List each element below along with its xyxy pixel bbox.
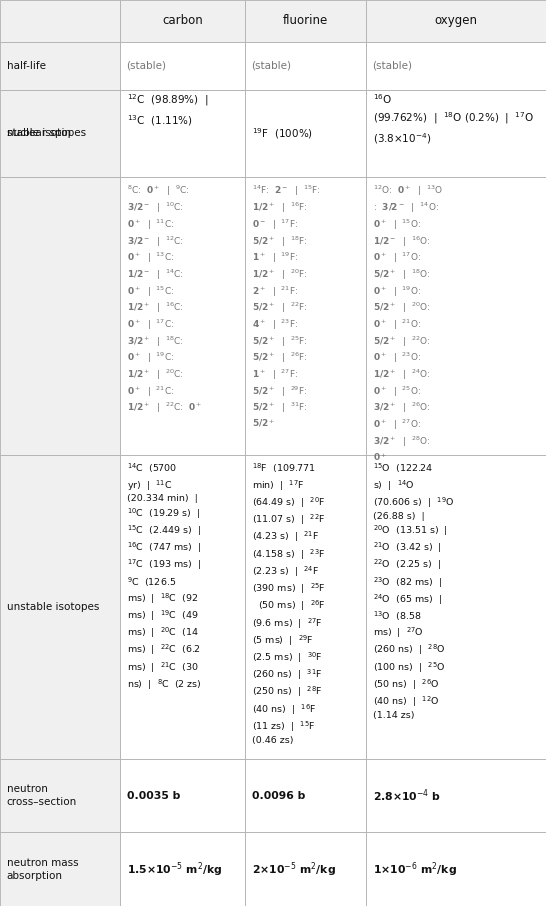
Bar — [245, 759, 366, 833]
Bar — [0, 455, 120, 759]
Text: neutron
cross–section: neutron cross–section — [7, 784, 77, 807]
Text: $^{16}$O
(99.762%)  |  $^{18}$O (0.2%)  |  $^{17}$O
(3.8×10$^{-4}$): $^{16}$O (99.762%) | $^{18}$O (0.2%) | $… — [372, 92, 533, 146]
Text: $^{19}$F  (100%): $^{19}$F (100%) — [252, 126, 312, 140]
Bar — [245, 90, 366, 177]
Bar — [120, 42, 245, 90]
Bar — [0, 833, 120, 906]
Bar — [366, 42, 546, 90]
Text: unstable isotopes: unstable isotopes — [7, 602, 99, 612]
Bar — [0, 0, 120, 42]
Text: $^{8}$C:  $\mathbf{0}^+$  |  $^{9}$C:
$\mathbf{3/2}^-$  |  $^{10}$C:
$\mathbf{0}: $^{8}$C: $\mathbf{0}^+$ | $^{9}$C: $\mat… — [127, 184, 202, 415]
Bar — [245, 833, 366, 906]
Bar — [245, 0, 366, 42]
Text: 0.0096 b: 0.0096 b — [252, 791, 305, 801]
Bar — [120, 759, 245, 833]
Text: $^{18}$F  (109.771
min)  |  $^{17}$F
(64.49 s)  |  $^{20}$F
(11.07 s)  |  $^{22}: $^{18}$F (109.771 min) | $^{17}$F (64.49… — [252, 462, 325, 745]
Bar — [366, 177, 546, 455]
Text: oxygen: oxygen — [435, 14, 478, 27]
Text: 1×10$^{-6}$ m$^2$/kg: 1×10$^{-6}$ m$^2$/kg — [372, 860, 456, 879]
Text: neutron mass
absorption: neutron mass absorption — [7, 858, 78, 881]
Bar — [245, 177, 366, 455]
Bar — [120, 455, 245, 759]
Text: fluorine: fluorine — [283, 14, 328, 27]
Text: 2.8×10$^{-4}$ b: 2.8×10$^{-4}$ b — [372, 787, 441, 804]
Text: $^{12}$C  (98.89%)  |
$^{13}$C  (1.11%): $^{12}$C (98.89%) | $^{13}$C (1.11%) — [127, 92, 209, 129]
Text: carbon: carbon — [162, 14, 203, 27]
Text: stable isotopes: stable isotopes — [7, 129, 86, 139]
Bar — [0, 759, 120, 833]
Text: half-life: half-life — [7, 61, 45, 71]
Bar — [366, 90, 546, 177]
Text: $^{15}$O  (122.24
s)  |  $^{14}$O
(70.606 s)  |  $^{19}$O
(26.88 s)  |
$^{20}$O : $^{15}$O (122.24 s) | $^{14}$O (70.606 s… — [372, 462, 454, 720]
Bar — [120, 0, 245, 42]
Bar — [0, 90, 120, 177]
Text: $^{14}$F:  $\mathbf{2}^-$  |  $^{15}$F:
$\mathbf{1/2}^+$  |  $^{16}$F:
$\mathbf{: $^{14}$F: $\mathbf{2}^-$ | $^{15}$F: $\m… — [252, 184, 320, 429]
Bar — [245, 42, 366, 90]
Text: $^{12}$O:  $\mathbf{0}^+$  |  $^{13}$O
:  $\mathbf{3/2}^-$  |  $^{14}$O:
$\mathb: $^{12}$O: $\mathbf{0}^+$ | $^{13}$O : $\… — [372, 184, 442, 463]
Bar — [245, 455, 366, 759]
Text: 0.0035 b: 0.0035 b — [127, 791, 180, 801]
Text: $^{14}$C  (5700
yr)  |  $^{11}$C
(20.334 min)  |
$^{10}$C  (19.29 s)  |
$^{15}$C: $^{14}$C (5700 yr) | $^{11}$C (20.334 mi… — [127, 462, 201, 692]
Bar — [0, 42, 120, 90]
Text: 2×10$^{-5}$ m$^2$/kg: 2×10$^{-5}$ m$^2$/kg — [252, 860, 335, 879]
Bar — [120, 177, 245, 455]
Bar — [366, 833, 546, 906]
Text: (stable): (stable) — [127, 61, 167, 71]
Bar — [366, 0, 546, 42]
Text: (stable): (stable) — [252, 61, 292, 71]
Bar — [120, 90, 245, 177]
Text: 1.5×10$^{-5}$ m$^2$/kg: 1.5×10$^{-5}$ m$^2$/kg — [127, 860, 222, 879]
Text: (stable): (stable) — [372, 61, 413, 71]
Text: nuclear spin: nuclear spin — [7, 129, 70, 139]
Bar — [366, 455, 546, 759]
Bar — [120, 833, 245, 906]
Bar — [366, 759, 546, 833]
Bar — [0, 177, 120, 455]
